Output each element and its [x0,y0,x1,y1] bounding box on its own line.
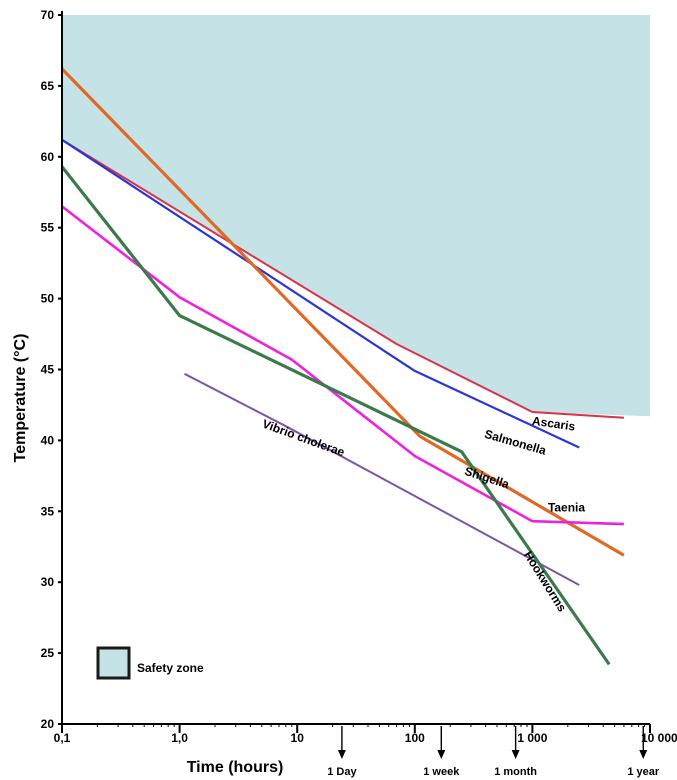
series-line-taenia [61,205,624,526]
time-marker-label-1-month: 1 month [494,766,537,778]
time-marker-label-1-week: 1 week [423,766,460,778]
x-tick-label-10-000: 10 000 [641,731,677,745]
series-label-salmonella: Salmonella [483,427,548,458]
x-tick-label-1-0: 1,0 [171,731,188,745]
y-tick-label-50: 50 [41,292,55,306]
y-tick-label-65: 65 [41,79,55,93]
y-axis-title: Temperature (°C) [12,334,29,463]
time-marker-arrow-1-day [337,750,346,759]
x-tick-label-100: 100 [405,731,425,745]
time-marker-arrow-1-week [437,750,446,759]
series-label-taenia: Taenia [548,500,585,514]
series-label-hookworms: Hookworms [521,549,569,615]
y-tick-label-20: 20 [41,717,55,731]
y-tick-label-25: 25 [41,646,55,660]
series-line-shigella [60,67,625,557]
y-tick-label-60: 60 [41,150,55,164]
y-tick-label-30: 30 [41,575,55,589]
time-marker-label-1-day: 1 Day [327,766,357,778]
series-line-hookworms [60,165,611,666]
series-line-vibrio-cholerae [184,372,580,586]
series-line-salmonella [61,138,580,449]
y-tick-label-45: 45 [41,363,55,377]
legend-safety-zone-label: Safety zone [137,661,204,675]
series-label-ascaris: Ascaris [531,414,576,434]
y-tick-label-55: 55 [41,221,55,235]
x-tick-label-0-1: 0,1 [54,731,71,745]
safety-zone-area [62,15,650,417]
y-tick-label-70: 70 [41,8,55,22]
time-marker-arrow-1-month [511,750,520,759]
time-marker-label-1-year: 1 year [627,766,660,778]
time-marker-arrow-1-year [639,750,648,759]
series-label-vibrio-cholerae: Vibrio cholerae [260,417,346,460]
legend-safety-zone-swatch [96,646,131,680]
x-axis-title: Time (hours) [187,759,284,776]
y-tick-label-40: 40 [41,433,55,447]
x-tick-label-10: 10 [291,731,305,745]
y-tick-label-35: 35 [41,504,55,518]
x-tick-label-1-000: 1 000 [517,731,547,745]
